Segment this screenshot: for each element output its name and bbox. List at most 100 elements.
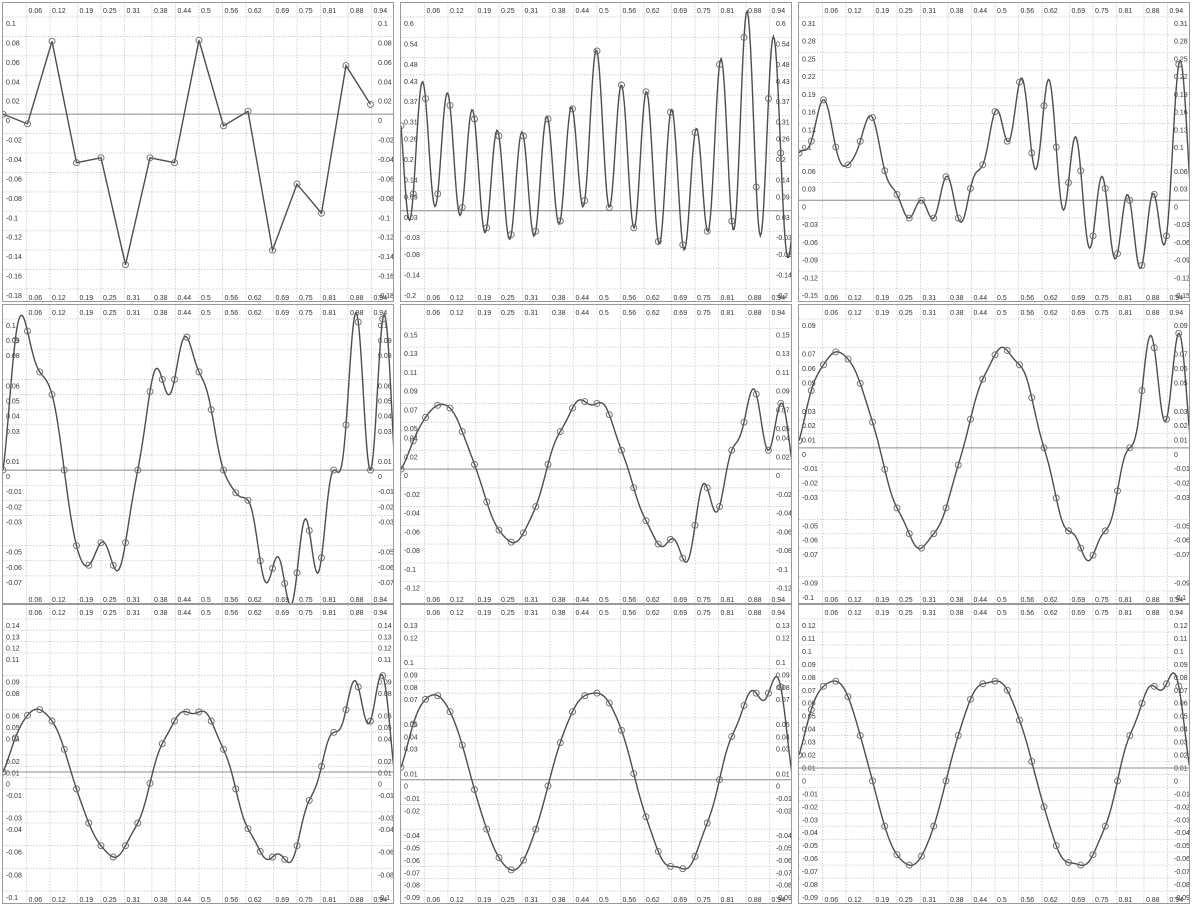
x-tick-label-bottom: 0.69 <box>673 295 687 302</box>
chart-panel: 0.06 0.06 0.12 0.12 0.19 0.19 0.25 0.25 0.31 0.31… <box>2 604 394 904</box>
data-point <box>1101 185 1109 192</box>
x-tick-label-bottom: 0.94 <box>771 897 785 904</box>
x-tick-label-top: 0.81 <box>721 310 735 317</box>
x-tick-label-bottom: 0.62 <box>1044 597 1058 604</box>
data-point <box>409 437 417 445</box>
x-tick-label-bottom: 0.12 <box>848 295 862 302</box>
y-tick-label-left: 0.02 <box>6 759 20 766</box>
y-tick-label-left: 0.6 <box>404 21 414 28</box>
x-tick-label-top: 0.56 <box>1021 8 1035 15</box>
x-tick-label-bottom: 0.75 <box>1095 897 1109 904</box>
data-point <box>171 717 178 725</box>
y-tick-label-left: -0.05 <box>6 550 22 557</box>
x-tick-label-bottom: 0.19 <box>79 597 93 604</box>
y-tick-label-right: 0 <box>1174 778 1178 785</box>
y-tick-label-right: 0 <box>378 782 382 789</box>
x-tick-label-bottom: 0.25 <box>501 295 515 302</box>
y-tick-label-right: -0.03 <box>776 235 792 242</box>
x-tick-label-top: 0.81 <box>721 8 735 15</box>
y-tick-label-right: -0.04 <box>776 833 792 840</box>
data-point <box>618 81 625 89</box>
x-tick-label-top: 0.62 <box>646 310 660 317</box>
x-tick-label-bottom: 0.62 <box>248 295 262 302</box>
y-tick-label-left: 0.16 <box>802 110 816 117</box>
data-point <box>893 190 901 198</box>
y-tick-label-left: -0.04 <box>6 827 22 834</box>
y-tick-label-right: 0.09 <box>1174 323 1188 330</box>
y-tick-label-left: -0.06 <box>6 850 22 857</box>
y-tick-label-right: 0.12 <box>1174 623 1188 630</box>
y-tick-label-left: -0.09 <box>802 895 818 902</box>
x-tick-label-top: 0.31 <box>127 610 141 617</box>
x-tick-label-top: 0.88 <box>1146 610 1160 617</box>
x-tick-label-bottom: 0.81 <box>1119 295 1133 302</box>
x-tick-label-top: 0.94 <box>373 610 387 617</box>
y-tick-label-left: 0.04 <box>6 79 20 86</box>
series-line <box>799 58 1189 270</box>
data-point <box>195 36 203 44</box>
data-point <box>422 414 429 421</box>
data-point <box>642 88 650 96</box>
y-tick-label-left: 0.08 <box>6 691 20 698</box>
y-tick-label-left: -0.05 <box>404 846 420 853</box>
x-tick-label-top: 0.69 <box>275 8 289 15</box>
y-tick-label-right: 0.04 <box>1174 727 1188 734</box>
y-tick-label-right: -0.04 <box>378 827 394 834</box>
y-tick-label-left: -0.06 <box>802 240 818 247</box>
series-line <box>3 40 372 265</box>
y-tick-label-right: 0.12 <box>776 635 790 642</box>
data-point <box>905 530 913 538</box>
y-tick-label-left: 0.07 <box>404 407 418 414</box>
x-tick-label-bottom: 0.19 <box>79 897 93 904</box>
x-tick-label-bottom: 0.94 <box>1169 295 1183 302</box>
data-point <box>97 539 105 547</box>
x-tick-label-top: 0.81 <box>323 610 337 617</box>
x-tick-label-bottom: 0.56 <box>623 295 637 302</box>
x-tick-label-bottom: 0.38 <box>154 597 168 604</box>
data-point <box>293 842 301 850</box>
data-point <box>856 137 864 145</box>
x-tick-label-bottom: 0.06 <box>825 597 839 604</box>
x-tick-label-top: 0.44 <box>177 610 191 617</box>
y-tick-label-right: -0.08 <box>378 196 394 203</box>
data-point <box>495 526 503 534</box>
x-tick-label-top: 0.88 <box>1146 8 1160 15</box>
y-tick-label-left: -0.02 <box>6 504 22 511</box>
data-point <box>1077 544 1085 552</box>
y-tick-label-left: -0.02 <box>404 492 420 499</box>
y-tick-label-left: -0.03 <box>802 222 818 229</box>
x-tick-label-bottom: 0.94 <box>1169 597 1183 604</box>
x-tick-label-bottom: 0.12 <box>450 597 464 604</box>
x-tick-label-bottom: 0.06 <box>29 295 43 302</box>
chart-svg: 0.06 0.06 0.12 0.12 0.19 0.19 0.25 0.25 0.31 0.31… <box>799 3 1190 302</box>
x-tick-label-top: 0.88 <box>748 8 762 15</box>
y-tick-label-right: -0.01 <box>1174 466 1190 473</box>
y-tick-label-left: 0.07 <box>802 688 816 695</box>
y-tick-label-right: 0.05 <box>378 725 392 732</box>
data-point <box>434 190 442 198</box>
data-point <box>1150 344 1158 352</box>
x-tick-label-top: 0.38 <box>950 8 964 15</box>
data-point <box>48 717 56 725</box>
x-tick-label-bottom: 0.69 <box>1071 897 1085 904</box>
y-tick-label-right: -0.03 <box>378 816 394 823</box>
y-tick-label-left: 0.13 <box>6 634 20 641</box>
data-point <box>752 689 760 697</box>
y-tick-label-right: 0.25 <box>1174 56 1188 63</box>
y-tick-label-right: 0.06 <box>1174 169 1188 176</box>
chart-panel: 0.06 0.06 0.12 0.12 0.19 0.19 0.25 0.25 0.31 0.31… <box>798 304 1190 604</box>
data-point <box>367 466 374 474</box>
data-point <box>1163 232 1170 240</box>
data-point <box>752 183 760 191</box>
data-point <box>532 227 540 235</box>
y-tick-label-left: -0.01 <box>6 489 22 496</box>
y-tick-label-right: 0.04 <box>378 736 392 743</box>
data-point <box>446 101 454 109</box>
y-tick-label-right: -0.06 <box>1174 240 1190 247</box>
x-tick-label-top: 0.56 <box>225 8 239 15</box>
x-tick-label-top: 0.44 <box>177 8 191 15</box>
x-tick-label-bottom: 0.12 <box>848 897 862 904</box>
y-tick-label-right: -0.09 <box>1174 581 1190 588</box>
x-tick-label-bottom: 0.69 <box>275 295 289 302</box>
data-point <box>269 564 276 572</box>
